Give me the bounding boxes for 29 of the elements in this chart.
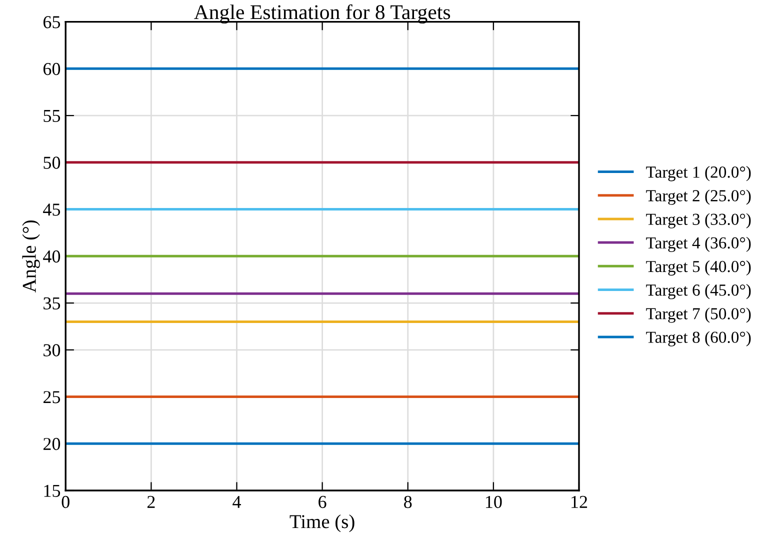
legend-label: Target 5 (40.0°) bbox=[646, 260, 751, 276]
x-tick-label: 0 bbox=[62, 496, 70, 508]
x-tick-label: 8 bbox=[404, 496, 412, 508]
y-tick-label: 55 bbox=[44, 110, 60, 122]
y-axis-title: Angle (°) bbox=[22, 220, 40, 293]
y-tick-label: 40 bbox=[43, 250, 60, 263]
legend-label: Target 1 (20.0°) bbox=[646, 166, 751, 182]
y-tick-label: 25 bbox=[43, 391, 60, 404]
y-tick-label: 15 bbox=[44, 484, 60, 497]
x-axis-title: Time (s) bbox=[290, 514, 354, 532]
y-tick-label: 60 bbox=[43, 62, 60, 76]
y-tick-label: 50 bbox=[44, 156, 60, 169]
x-tick-label: 12 bbox=[572, 496, 588, 508]
chart-title: Angle Estimation for 8 Targets bbox=[194, 4, 450, 24]
legend-label: Target 8 (60.0°) bbox=[646, 331, 751, 346]
y-tick-label: 35 bbox=[44, 297, 60, 310]
y-tick-label: 65 bbox=[43, 16, 60, 28]
legend-label: Target 7 (50.0°) bbox=[646, 308, 751, 323]
x-tick-label: 4 bbox=[232, 496, 241, 508]
legend-label: Target 2 (25.0°) bbox=[646, 190, 751, 205]
y-tick-label: 30 bbox=[44, 344, 60, 356]
y-tick-label: 45 bbox=[43, 204, 60, 216]
x-tick-label: 6 bbox=[318, 496, 326, 508]
legend-label: Target 4 (36.0°) bbox=[646, 236, 751, 252]
legend-label: Target 6 (45.0°) bbox=[646, 284, 751, 300]
y-tick-label: 20 bbox=[43, 438, 60, 450]
x-tick-label: 10 bbox=[486, 496, 502, 508]
legend-label: Target 3 (33.0°) bbox=[646, 213, 751, 228]
x-tick-label: 2 bbox=[147, 496, 155, 508]
